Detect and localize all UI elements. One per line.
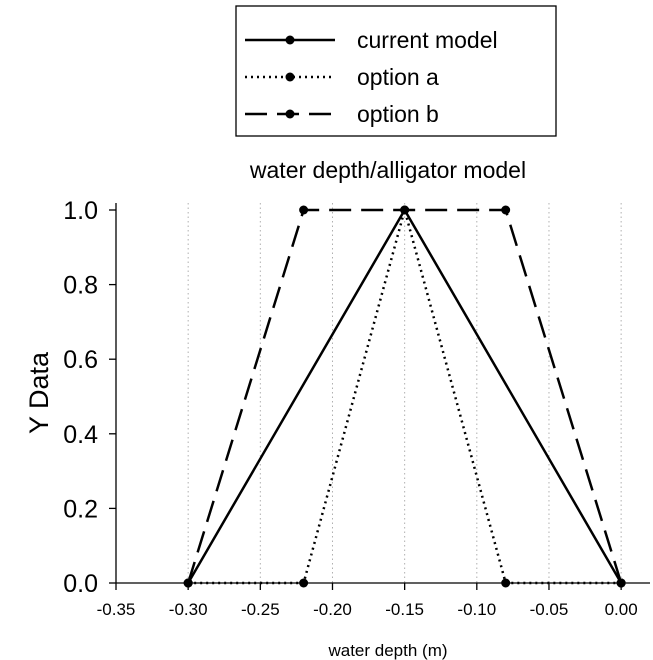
y-tick-label: 0.0 [63,570,98,598]
x-ticks: -0.35 -0.30 -0.25 -0.20 -0.15 -0.10 -0.05 0.00 [97,583,638,619]
x-tick-label: -0.35 [97,600,136,619]
legend-label: current model [357,27,498,53]
legend-marker [285,35,295,45]
data-point [299,205,309,215]
y-tick-label: 0.4 [63,421,98,449]
legend-label: option b [357,101,439,127]
y-axis-label: Y Data [24,351,54,434]
chart-title: water depth/alligator model [249,157,526,183]
data-point [616,578,626,588]
y-tick-label: 0.2 [63,495,98,523]
data-point [400,205,410,215]
data-point [299,578,309,588]
grid [187,203,622,583]
x-axis-label: water depth (m) [327,641,447,660]
data-point [501,205,511,215]
data-point [501,578,511,588]
y-tick-label: 0.8 [63,272,98,300]
y-tick-label: 1.0 [63,197,98,225]
y-tick-label: 0.6 [63,346,98,374]
x-tick-label: -0.30 [169,600,208,619]
legend: current model option a option b [235,5,557,137]
legend-marker [285,109,295,119]
legend-label: option a [357,64,439,90]
x-tick-label: 0.00 [605,600,638,619]
data-point [183,578,193,588]
x-tick-label: -0.10 [457,600,496,619]
x-tick-label: -0.25 [241,600,280,619]
y-ticks: 0.0 0.2 0.4 0.6 0.8 1.0 [63,197,116,598]
x-tick-label: -0.15 [385,600,424,619]
x-tick-label: -0.05 [530,600,569,619]
x-tick-label: -0.20 [313,600,352,619]
series [183,205,626,588]
legend-marker [285,72,295,82]
